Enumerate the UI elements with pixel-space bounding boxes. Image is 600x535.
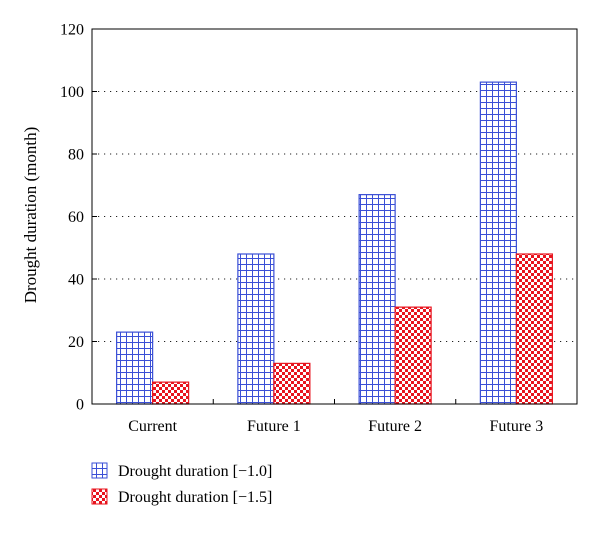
- bar-2-future-3: [515, 253, 553, 405]
- y-tick-label: 120: [60, 22, 84, 39]
- bar-1-current: [116, 331, 154, 405]
- bar-2-future-2: [394, 306, 432, 405]
- y-tick-label: 40: [68, 272, 84, 289]
- y-tick-label: 20: [68, 334, 84, 351]
- legend-label-series-2: Drought duration [−1.5]: [118, 489, 272, 506]
- legend: Drought duration [−1.0] Drought duration…: [91, 462, 272, 506]
- bars: [116, 81, 553, 405]
- x-tick-label: Future 1: [247, 418, 301, 435]
- bar-1-future-1: [237, 253, 275, 405]
- legend-label-series-1: Drought duration [−1.0]: [118, 463, 272, 480]
- y-tick-label: 80: [68, 147, 84, 164]
- tick-labels: 0 20 40 60 80 100 120 Current Future 1 Future 2 Fu…: [60, 22, 543, 436]
- y-tick-label: 100: [60, 84, 84, 101]
- y-tick-label: 0: [76, 397, 84, 414]
- bar-2-current: [152, 381, 190, 405]
- x-tick-label: Future 2: [368, 418, 422, 435]
- x-tick-label: Current: [128, 418, 177, 435]
- legend-swatch-series-1: [91, 462, 108, 479]
- y-axis-title: Drought duration (month): [21, 127, 40, 304]
- legend-swatch-series-2: [91, 488, 108, 505]
- bar-1-future-3: [479, 81, 517, 405]
- bar-1-future-2: [358, 194, 396, 405]
- axes: [91, 28, 578, 405]
- bar-2-future-1: [273, 362, 311, 405]
- x-tick-label: Future 3: [489, 418, 543, 435]
- y-tick-label: 60: [68, 209, 84, 226]
